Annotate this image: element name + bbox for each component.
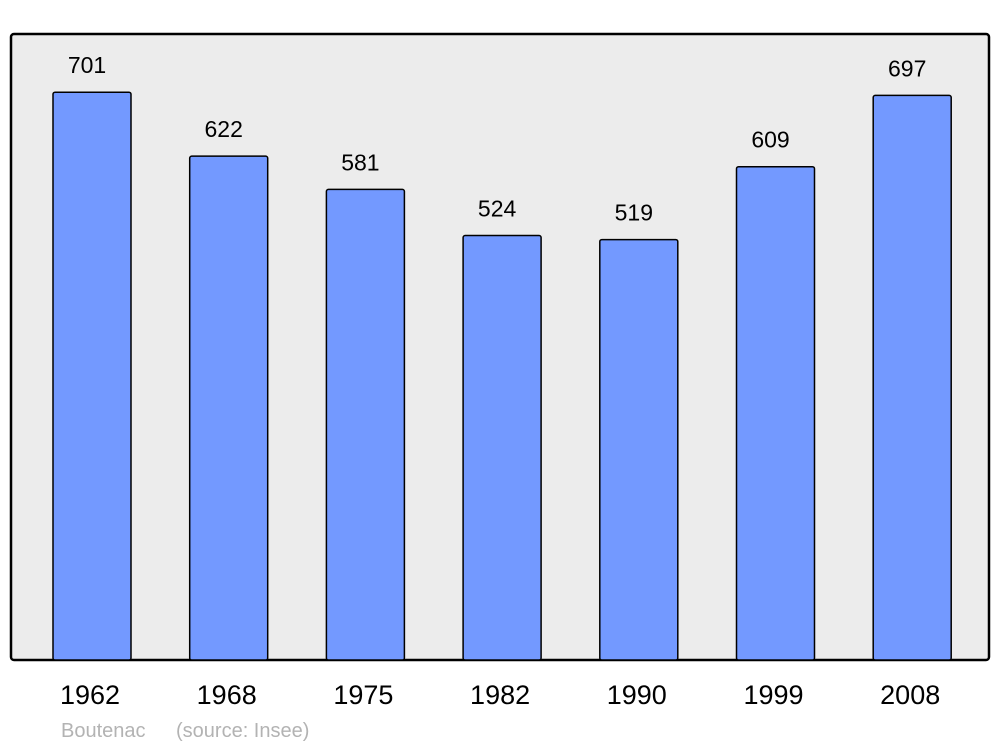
bar-1968: [188, 155, 269, 661]
bar-1962: [52, 91, 132, 661]
value-label-2008: 697: [888, 55, 926, 81]
value-label-1962: 701: [68, 52, 106, 78]
value-label-1982: 524: [478, 196, 517, 222]
x-tick-label-1990: 1990: [607, 680, 667, 710]
value-label-1999: 609: [751, 127, 789, 153]
x-tick-label-1982: 1982: [470, 680, 530, 710]
x-tick-label-1962: 1962: [60, 680, 120, 710]
value-label-1968: 622: [205, 116, 243, 142]
value-label-1975: 581: [341, 149, 379, 175]
x-tick-label-1975: 1975: [333, 680, 393, 710]
bar-1982: [462, 234, 542, 661]
x-tick-label-2008: 2008: [880, 680, 940, 710]
bar-1975: [325, 188, 406, 661]
value-label-1990: 519: [615, 200, 653, 226]
footer-place: Boutenac: [61, 720, 146, 742]
x-tick-label-1999: 1999: [743, 680, 803, 710]
bar-1999: [735, 165, 816, 661]
bar-1990: [599, 238, 679, 661]
bar-2008: [872, 94, 952, 661]
x-tick-label-1968: 1968: [197, 680, 257, 710]
footer-source: (source: Insee): [176, 720, 309, 742]
